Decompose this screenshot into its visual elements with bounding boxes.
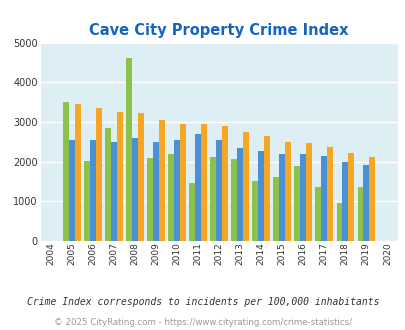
Bar [243,132,249,241]
Bar [336,203,341,241]
Bar [279,154,285,241]
Bar [174,140,180,241]
Bar [180,124,185,241]
Bar [347,153,353,241]
Bar [300,154,305,241]
Bar [132,138,138,241]
Bar [362,165,369,241]
Bar [237,148,243,241]
Bar [231,159,237,241]
Bar [210,157,216,241]
Bar [273,177,279,241]
Bar [96,108,102,241]
Bar [258,151,264,241]
Bar [264,136,269,241]
Bar [189,183,195,241]
Bar [168,154,174,241]
Text: © 2025 CityRating.com - https://www.cityrating.com/crime-statistics/: © 2025 CityRating.com - https://www.city… [54,318,351,327]
Bar [252,182,258,241]
Bar [315,187,321,241]
Bar [90,140,96,241]
Bar [63,102,69,241]
Bar [159,120,164,241]
Title: Cave City Property Crime Index: Cave City Property Crime Index [89,22,348,38]
Bar [117,112,123,241]
Bar [341,162,347,241]
Bar [195,134,200,241]
Bar [294,166,300,241]
Bar [326,147,333,241]
Bar [357,187,362,241]
Bar [200,124,207,241]
Bar [147,158,153,241]
Bar [105,128,111,241]
Bar [153,142,159,241]
Bar [285,142,290,241]
Text: Crime Index corresponds to incidents per 100,000 inhabitants: Crime Index corresponds to incidents per… [27,297,378,307]
Bar [305,143,311,241]
Bar [84,161,90,241]
Bar [126,58,132,241]
Bar [321,156,326,241]
Bar [69,140,75,241]
Bar [216,140,222,241]
Bar [111,142,117,241]
Bar [369,157,374,241]
Bar [138,114,144,241]
Bar [222,126,228,241]
Bar [75,104,81,241]
